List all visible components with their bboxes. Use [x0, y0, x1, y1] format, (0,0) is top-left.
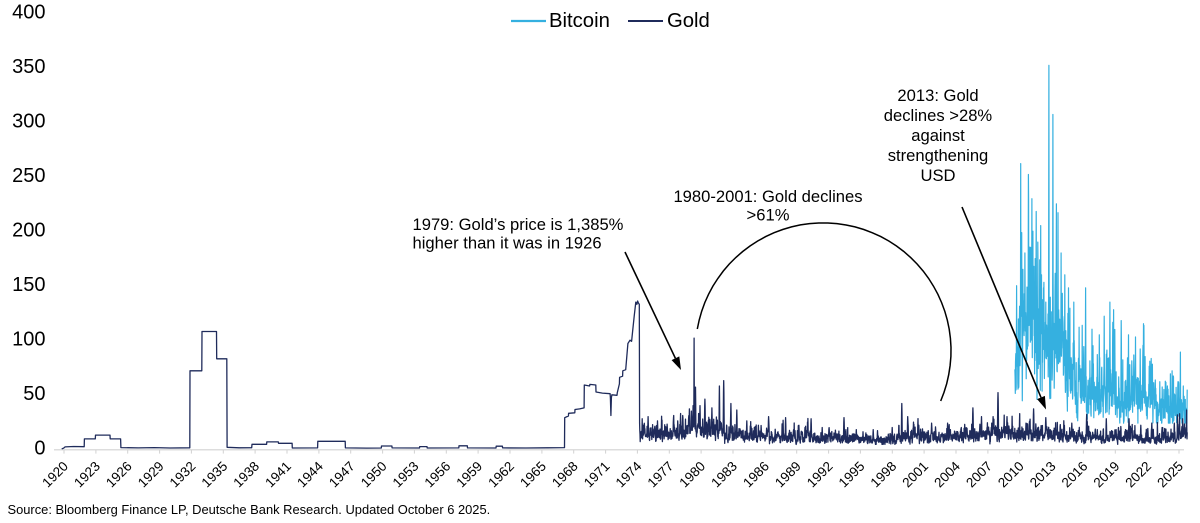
svg-text:0: 0: [34, 438, 45, 460]
svg-text:>61%: >61%: [747, 206, 790, 225]
svg-text:USD: USD: [920, 166, 955, 185]
svg-text:350: 350: [12, 56, 45, 78]
svg-text:declines >28%: declines >28%: [884, 106, 993, 125]
svg-text:400: 400: [12, 2, 45, 24]
svg-text:higher than it was in 1926: higher than it was in 1926: [413, 234, 602, 253]
svg-text:50: 50: [23, 383, 45, 405]
svg-text:150: 150: [12, 274, 45, 296]
svg-text:1979: Gold’s price is 1,385%: 1979: Gold’s price is 1,385%: [413, 215, 624, 234]
svg-text:Source: Bloomberg Finance LP,: Source: Bloomberg Finance LP, Deutsche B…: [8, 502, 491, 517]
svg-text:Gold: Gold: [667, 10, 710, 32]
svg-text:100: 100: [12, 329, 45, 351]
svg-text:300: 300: [12, 111, 45, 133]
svg-text:Bitcoin: Bitcoin: [549, 10, 610, 32]
svg-text:250: 250: [12, 165, 45, 187]
svg-text:strengthening: strengthening: [888, 146, 989, 165]
svg-text:200: 200: [12, 220, 45, 242]
svg-text:against: against: [911, 126, 965, 145]
svg-text:2013: Gold: 2013: Gold: [897, 86, 978, 105]
svg-text:1980-2001: Gold declines: 1980-2001: Gold declines: [673, 187, 862, 206]
